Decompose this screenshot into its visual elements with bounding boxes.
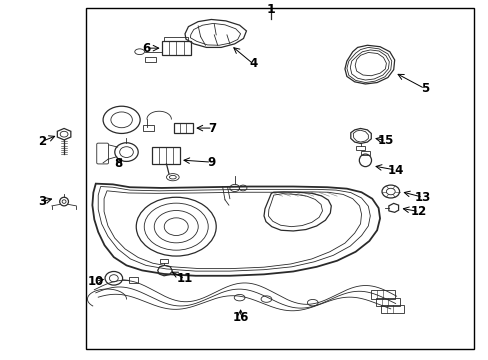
Bar — [375, 298, 399, 306]
Bar — [161, 41, 190, 55]
Text: 1: 1 — [266, 3, 275, 15]
Text: 10: 10 — [87, 275, 103, 288]
Bar — [370, 291, 394, 299]
Bar — [152, 147, 180, 164]
Bar — [360, 152, 369, 155]
Bar — [143, 125, 154, 131]
Text: 9: 9 — [207, 156, 215, 168]
Bar — [380, 305, 404, 314]
Text: 15: 15 — [377, 134, 393, 147]
Bar — [86, 8, 473, 348]
Text: 13: 13 — [414, 191, 430, 204]
Text: 5: 5 — [420, 82, 428, 95]
Text: 14: 14 — [386, 163, 403, 176]
Bar — [145, 57, 156, 63]
Bar — [163, 37, 188, 41]
Text: 6: 6 — [142, 42, 150, 55]
Text: 16: 16 — [232, 311, 248, 324]
Text: 7: 7 — [208, 122, 216, 135]
Bar — [129, 277, 138, 283]
Bar — [159, 259, 168, 263]
Text: 8: 8 — [114, 157, 122, 170]
Bar — [173, 123, 193, 133]
Text: 2: 2 — [38, 135, 46, 148]
Text: 4: 4 — [249, 57, 257, 71]
Text: 11: 11 — [177, 272, 193, 285]
Text: 3: 3 — [38, 195, 46, 208]
Text: 12: 12 — [410, 205, 427, 218]
Bar — [355, 146, 365, 150]
